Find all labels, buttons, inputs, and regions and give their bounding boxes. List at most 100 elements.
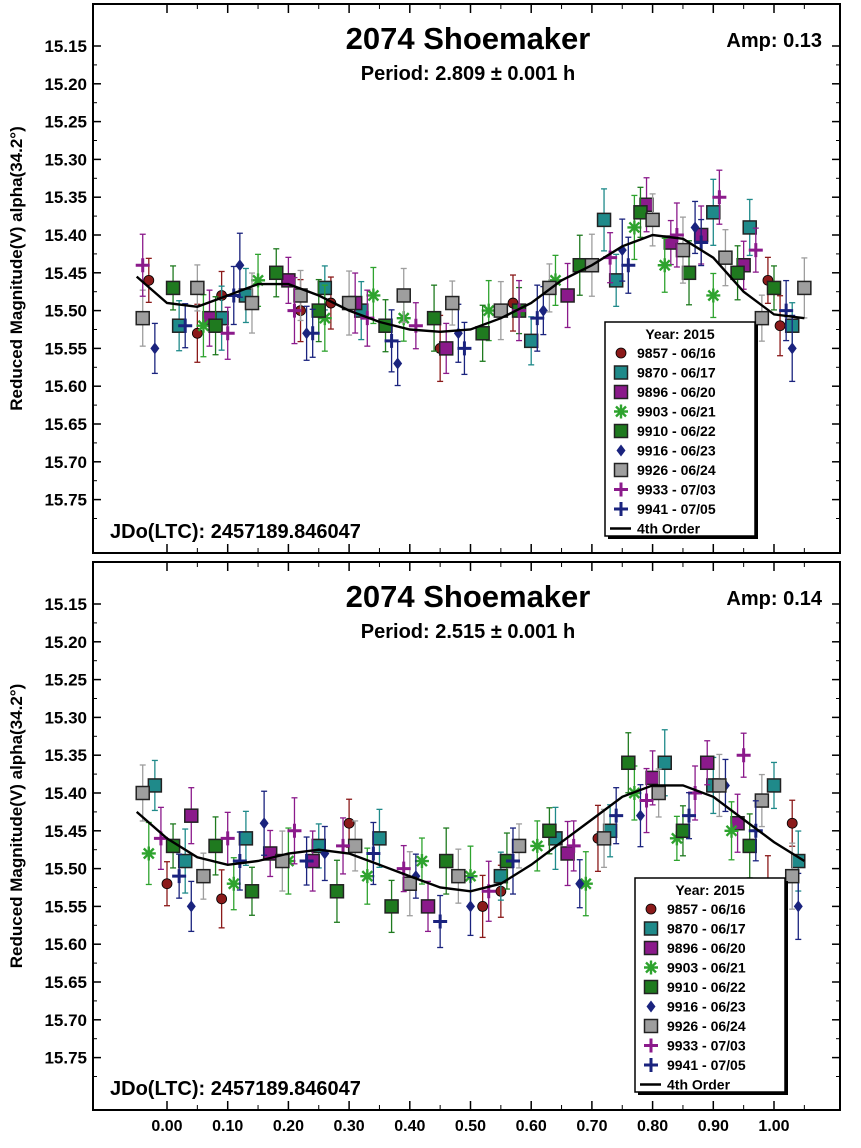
data-point xyxy=(220,831,235,846)
y-tick-label: 15.70 xyxy=(44,1011,87,1030)
y-tick-label: 15.40 xyxy=(44,226,87,245)
data-point xyxy=(372,831,387,846)
data-point xyxy=(538,304,548,317)
y-tick-label: 15.45 xyxy=(44,822,87,841)
data-point xyxy=(216,893,228,905)
data-point xyxy=(608,273,624,288)
chart-panel-1: 15.15 15.20 15.25 15.30 15.35 15.40 15.45 15.50… xyxy=(7,3,841,554)
data-point xyxy=(669,228,684,242)
y-tick-label: 15.55 xyxy=(44,339,87,358)
data-layer xyxy=(135,729,806,949)
y-tick-label: 15.15 xyxy=(44,595,87,614)
data-point xyxy=(186,900,196,913)
data-point xyxy=(135,785,150,801)
data-point xyxy=(657,755,672,771)
y-axis: 15.15 15.20 15.25 15.30 15.35 15.40 15.45 15.50… xyxy=(44,37,840,519)
legend-marker xyxy=(644,960,658,975)
data-point xyxy=(244,295,260,311)
data-point xyxy=(172,869,187,884)
y-axis-label: Reduced Magnitude(V) alpha(34.2°) xyxy=(7,684,26,969)
legend-marker xyxy=(643,940,659,956)
y-tick-label: 15.45 xyxy=(44,264,87,283)
data-point xyxy=(251,273,266,288)
data-point xyxy=(336,838,351,853)
legend-entry-label: 9896 - 06/20 xyxy=(637,384,716,400)
data-point xyxy=(718,250,733,265)
y-tick-label: 15.20 xyxy=(44,633,87,652)
data-point xyxy=(742,220,757,235)
y-tick-label: 15.70 xyxy=(44,453,87,472)
data-point xyxy=(196,868,211,884)
data-point xyxy=(269,265,284,281)
data-point xyxy=(724,823,739,838)
data-point xyxy=(287,303,302,318)
data-point xyxy=(232,854,247,869)
x-tick-label: 0.40 xyxy=(394,1118,425,1135)
data-point xyxy=(366,846,381,861)
data-point xyxy=(651,785,666,801)
legend-entry-label: 9933 - 07/03 xyxy=(637,482,716,498)
legend-entry-label: 9857 - 06/16 xyxy=(637,345,716,361)
data-point xyxy=(786,817,798,829)
y-tick-label: 15.40 xyxy=(44,784,87,803)
data-point xyxy=(161,878,173,890)
legend-entry-label: 9870 - 06/17 xyxy=(667,921,746,937)
data-point xyxy=(135,310,150,326)
data-point xyxy=(645,212,660,228)
x-tick-label: 0.00 xyxy=(151,1118,182,1135)
data-point xyxy=(575,877,585,890)
data-point xyxy=(299,854,314,869)
data-point xyxy=(438,853,454,869)
legend-marker xyxy=(613,462,629,478)
data-point xyxy=(445,295,460,311)
chart-title: 2074 Shoemaker xyxy=(346,579,591,614)
legend-marker xyxy=(643,921,659,936)
legend-fit-label: 4th Order xyxy=(637,521,701,537)
data-point xyxy=(793,900,803,913)
data-point xyxy=(477,901,489,912)
chart-subtitle: Period: 2.515 ± 0.001 h xyxy=(361,621,575,643)
data-point xyxy=(178,318,193,333)
data-point xyxy=(596,831,612,846)
x-tick-label: 0.90 xyxy=(698,1118,729,1135)
data-point xyxy=(208,838,223,854)
legend-entry-label: 9933 - 07/03 xyxy=(667,1038,746,1054)
data-point xyxy=(150,342,160,355)
data-point xyxy=(384,333,399,348)
data-point xyxy=(690,221,700,234)
data-point xyxy=(317,311,332,326)
data-point xyxy=(712,778,727,793)
legend-entry-label: 9903 - 06/21 xyxy=(637,404,716,420)
data-point xyxy=(147,778,163,793)
legend-entry-label: 9870 - 06/17 xyxy=(637,365,716,381)
y-tick-label: 15.20 xyxy=(44,75,87,94)
legend-entry-label: 9857 - 06/16 xyxy=(667,901,746,917)
x-tick-labels: 0.00 0.10 0.20 0.30 0.40 0.50 0.60 0.70 0.80 0.90… xyxy=(151,1118,789,1135)
data-point xyxy=(426,310,442,326)
data-point xyxy=(639,793,654,808)
data-point xyxy=(235,259,245,272)
data-point xyxy=(143,274,155,286)
series-9 xyxy=(172,787,763,949)
data-point xyxy=(190,280,205,296)
data-point xyxy=(560,288,575,303)
data-point xyxy=(208,318,223,333)
y-tick-label: 15.55 xyxy=(44,897,87,916)
legend-marker xyxy=(646,1000,656,1013)
data-point xyxy=(748,243,763,258)
jdo-label: JDo(LTC): 2457189.846047 xyxy=(110,1078,361,1100)
data-point xyxy=(366,288,381,303)
data-point xyxy=(754,310,770,326)
data-point xyxy=(141,846,156,861)
legend-marker xyxy=(615,347,627,359)
series-5 xyxy=(165,732,757,934)
data-point xyxy=(311,303,326,318)
data-point xyxy=(609,808,624,823)
data-point xyxy=(360,869,375,884)
data-point xyxy=(475,326,490,341)
y-tick-label: 15.30 xyxy=(44,150,87,169)
data-point xyxy=(766,280,782,296)
y-tick-label: 15.35 xyxy=(44,746,87,765)
data-point xyxy=(645,770,660,786)
